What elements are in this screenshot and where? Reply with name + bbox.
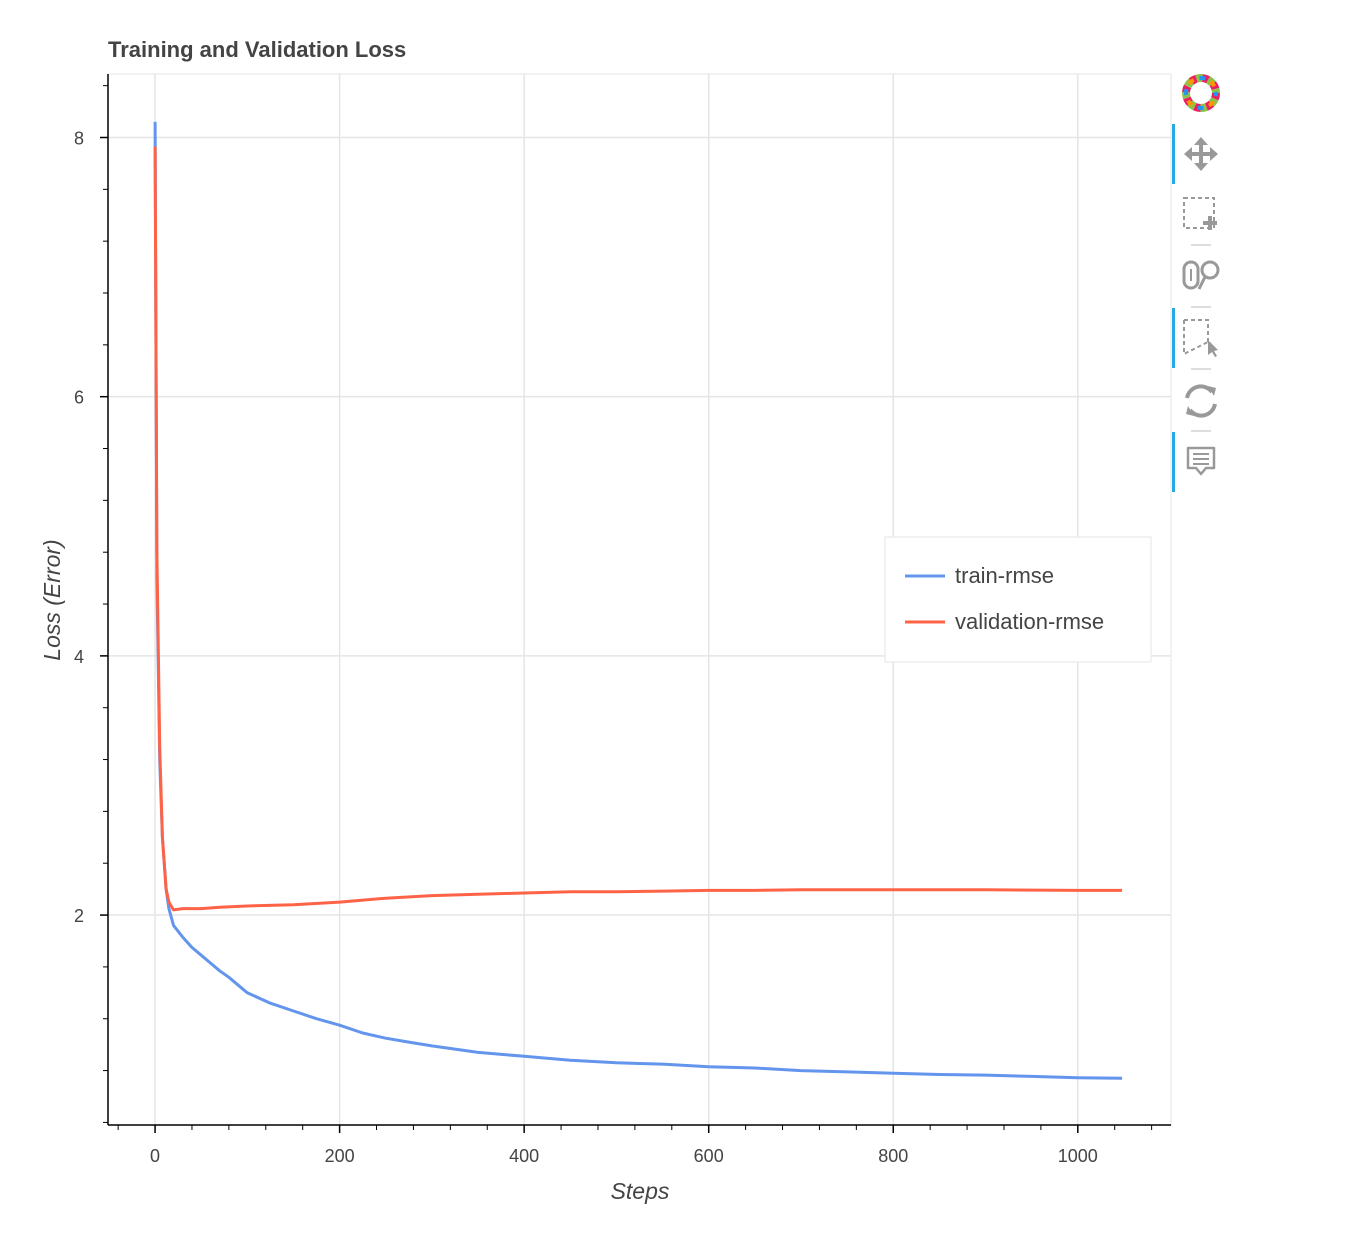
bokeh-logo[interactable] (1172, 70, 1228, 120)
hover-tool-button[interactable] (1172, 432, 1228, 492)
y-axis-label: Loss (Error) (39, 539, 65, 660)
axes: 0 200 400 600 800 1000 2 4 6 8 (74, 74, 1171, 1166)
chart-title: Training and Validation Loss (108, 37, 406, 62)
box-zoom-icon (1183, 197, 1217, 230)
x-tick-label: 400 (509, 1146, 539, 1166)
x-tick-label: 600 (694, 1146, 724, 1166)
x-tick-label: 200 (325, 1146, 355, 1166)
x-tick-label: 800 (878, 1146, 908, 1166)
y-tick-label: 6 (74, 388, 84, 408)
legend: train-rmse validation-rmse (884, 536, 1152, 663)
wheel-zoom-icon (1182, 260, 1220, 290)
pan-tool-button[interactable] (1172, 124, 1228, 184)
x-tick-label: 1000 (1058, 1146, 1098, 1166)
legend-label-validation: validation-rmse (955, 609, 1104, 634)
series-lines (153, 121, 1123, 1080)
hover-icon (1186, 446, 1216, 476)
series-line-validation-rmse (153, 146, 1123, 912)
reset-icon (1185, 384, 1217, 418)
series-line-train-rmse (153, 121, 1123, 1080)
box-select-icon (1183, 319, 1218, 357)
wheel-zoom-tool-button[interactable] (1172, 250, 1228, 306)
y-tick-label: 4 (74, 647, 84, 667)
legend-label-train: train-rmse (955, 563, 1054, 588)
bokeh-logo-icon (1182, 74, 1220, 112)
box-zoom-tool-button[interactable] (1172, 188, 1228, 244)
x-tick-label: 0 (150, 1146, 160, 1166)
y-tick-label: 8 (74, 129, 84, 149)
move-icon (1184, 137, 1218, 171)
x-axis-label: Steps (611, 1178, 670, 1204)
reset-tool-button[interactable] (1172, 372, 1228, 428)
y-tick-label: 2 (74, 906, 84, 926)
box-select-tool-button[interactable] (1172, 308, 1228, 368)
